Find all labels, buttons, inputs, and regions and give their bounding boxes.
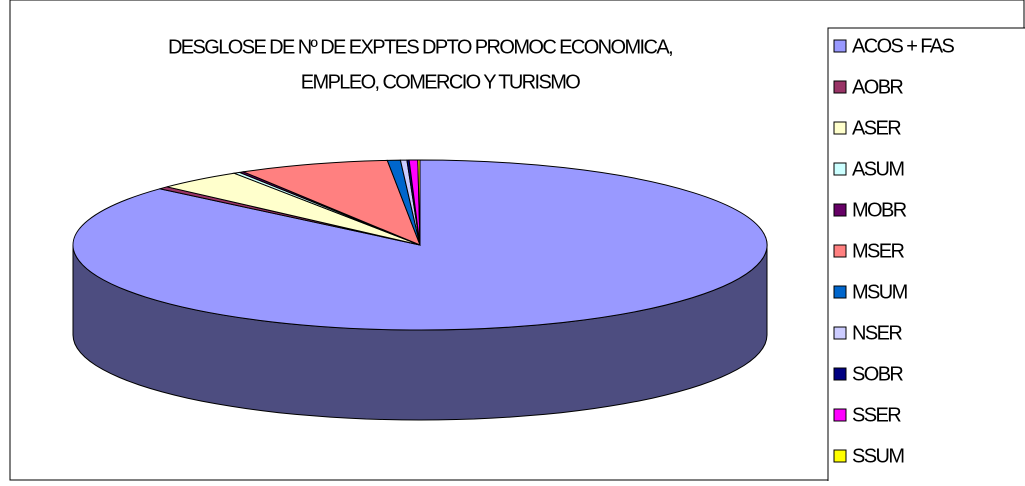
legend-swatch — [833, 285, 847, 299]
legend-swatch — [833, 39, 847, 53]
legend-swatch — [833, 203, 847, 217]
legend-swatch — [833, 408, 847, 422]
legend-swatch — [833, 162, 847, 176]
legend-label: ASER — [852, 117, 901, 139]
legend-swatch — [833, 80, 847, 94]
legend-label: SSUM — [852, 445, 904, 467]
legend-label: MSER — [852, 240, 905, 262]
legend-swatch — [833, 367, 847, 381]
legend-swatch — [833, 121, 847, 135]
legend-label: ASUM — [852, 158, 904, 180]
legend-label: SSER — [852, 404, 901, 426]
legend-label: AOBR — [852, 76, 903, 98]
slice — [417, 159, 421, 246]
legend-label: ACOS + FAS — [852, 35, 955, 57]
legend-label: SOBR — [852, 363, 903, 385]
legend-swatch — [833, 326, 847, 340]
chart-title: DESGLOSE DE Nº DE EXPTES DPTO PROMOC ECO… — [168, 36, 672, 58]
legend-box — [827, 27, 1025, 484]
chart-title: EMPLEO, COMERCIO Y TURISMO — [301, 71, 581, 93]
legend-label: MSUM — [852, 281, 908, 303]
slice — [241, 159, 421, 246]
legend-label: MOBR — [852, 199, 907, 221]
legend-swatch — [833, 244, 847, 258]
legend-swatch — [833, 449, 847, 463]
legend-label: NSER — [852, 322, 902, 344]
